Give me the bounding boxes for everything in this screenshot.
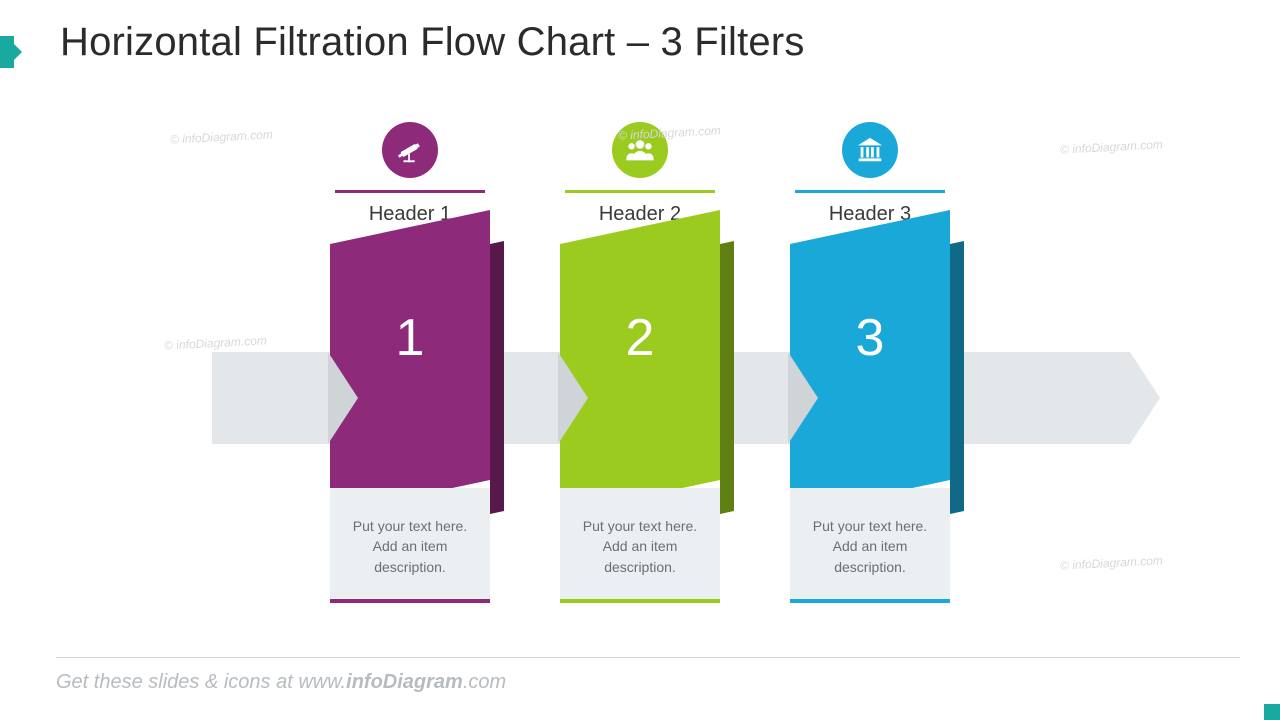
page-title: Horizontal Filtration Flow Chart – 3 Fil… [60,20,805,65]
corner-accent [1264,704,1280,720]
footer-rule [56,657,1240,658]
filter-description: Put your text here. Add an item descript… [560,488,720,603]
header-rule [795,190,945,193]
telescope-icon [382,122,438,178]
institution-icon [842,122,898,178]
people-icon [612,122,668,178]
filter-description: Put your text here. Add an item descript… [790,488,950,603]
arrow-chevron [558,352,588,444]
arrow-chevron [788,352,818,444]
footer-brand: infoDiagram [346,671,463,693]
footer-prefix: Get these slides & icons at www. [56,671,346,693]
filter-description: Put your text here. Add an item descript… [330,488,490,603]
footer-text: Get these slides & icons at www.infoDiag… [56,671,506,694]
header-rule [565,190,715,193]
footer-suffix: .com [463,671,506,693]
watermark: © infoDiagram.com [1060,553,1163,572]
header-rule [335,190,485,193]
watermark: © infoDiagram.com [164,333,267,352]
watermark: © infoDiagram.com [1060,137,1163,156]
arrow-chevron [328,352,358,444]
title-accent [0,36,14,68]
watermark: © infoDiagram.com [170,127,273,146]
